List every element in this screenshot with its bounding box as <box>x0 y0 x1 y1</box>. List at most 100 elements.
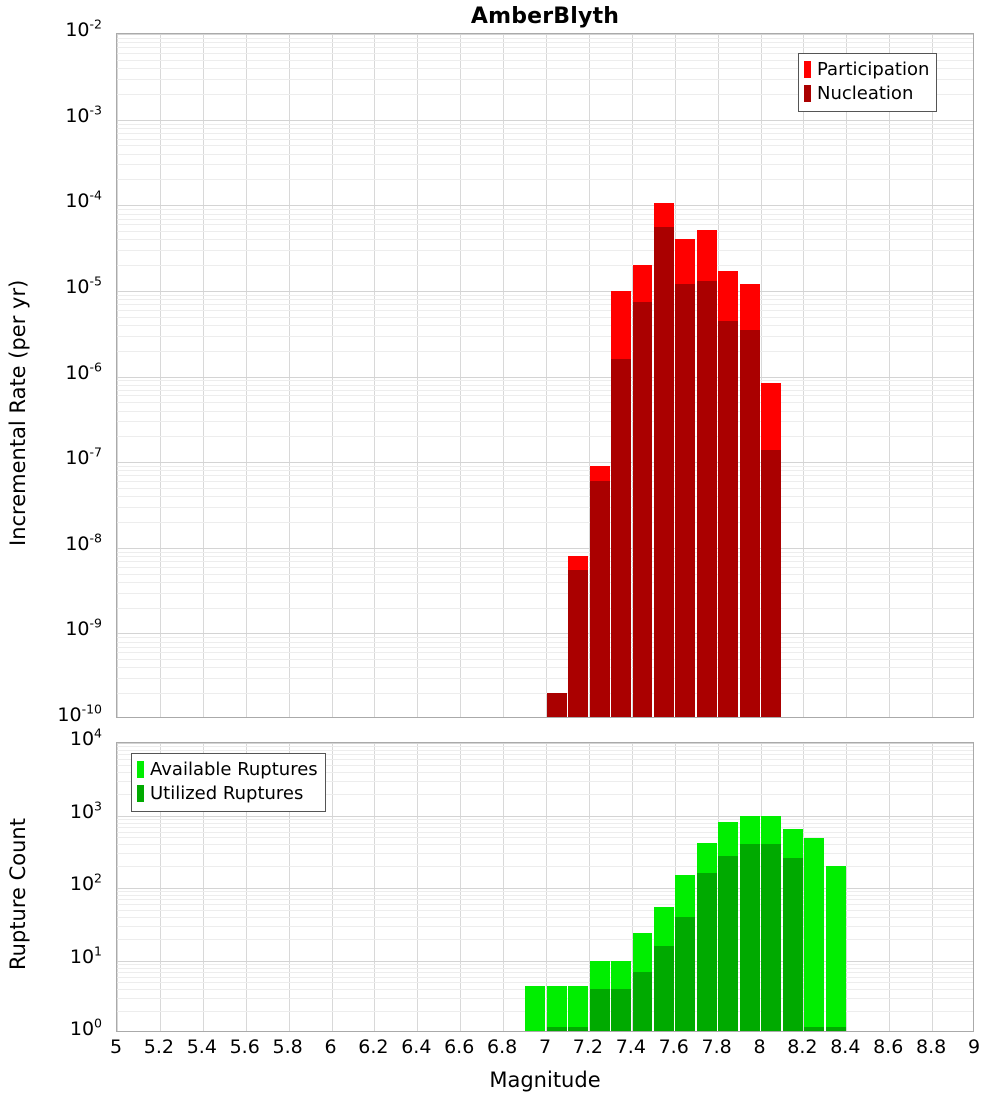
gridline-horizontal-minor <box>117 926 973 927</box>
legend-swatch-icon <box>804 61 811 79</box>
gridline-vertical <box>674 34 676 717</box>
legend-item[interactable]: Participation <box>804 58 929 82</box>
legend-item-label: Utilized Ruptures <box>150 782 304 804</box>
gridline-vertical <box>760 34 762 717</box>
gridline-horizontal-minor <box>117 124 973 125</box>
gridline-horizontal-minor <box>117 678 973 679</box>
gridline-horizontal-minor <box>117 507 973 508</box>
gridline-vertical <box>117 34 118 717</box>
gridline-horizontal-minor <box>117 295 973 296</box>
gridline-horizontal-minor <box>117 552 973 553</box>
gridline-vertical <box>889 34 891 717</box>
x-axis-tick-label: 5.8 <box>272 1036 303 1058</box>
legend-top[interactable]: Participation Nucleation <box>798 53 938 112</box>
gridline-horizontal-minor <box>117 853 973 854</box>
y-axis-tick-label: 10-7 <box>65 444 102 470</box>
gridline-horizontal-minor <box>117 904 973 905</box>
gridline-horizontal-minor <box>117 832 973 833</box>
gridline-vertical <box>846 34 848 717</box>
x-axis-tick-label: 6 <box>324 1036 337 1058</box>
gridline-horizontal-minor <box>117 866 973 867</box>
incremental-rate-plot[interactable] <box>116 33 974 718</box>
gridline-horizontal-minor <box>117 304 973 305</box>
gridline-horizontal-minor <box>117 421 973 422</box>
gridline-horizontal-minor <box>117 772 973 773</box>
legend-swatch-icon <box>137 761 144 779</box>
x-axis-tick-label: 8.4 <box>830 1036 861 1058</box>
y-axis-tick-label: 10-5 <box>65 273 102 298</box>
gridline-horizontal-minor <box>117 133 973 134</box>
gridline-horizontal-minor <box>117 998 973 999</box>
gridline-horizontal-minor <box>117 964 973 965</box>
gridline-vertical <box>202 34 204 717</box>
gridline-horizontal-minor <box>117 179 973 180</box>
x-axis-title: Magnitude <box>489 1068 601 1092</box>
legend-item[interactable]: Available Ruptures <box>137 758 318 782</box>
gridline-vertical <box>460 34 462 717</box>
y-axis-tick-label: 100 <box>69 1015 102 1040</box>
gridline-vertical <box>331 34 333 717</box>
gridline-vertical <box>117 743 118 1031</box>
gridline-horizontal-minor <box>117 837 973 838</box>
gridline-horizontal-major <box>117 205 973 206</box>
gridline-vertical <box>245 743 247 1031</box>
gridline-horizontal-minor <box>117 939 973 940</box>
x-axis-tick-label: 6.8 <box>486 1036 518 1058</box>
gridline-vertical <box>588 743 590 1031</box>
y-axis-tick-label: 102 <box>69 870 102 895</box>
y-axis-tick-label: 103 <box>69 798 102 823</box>
gridline-horizontal-minor <box>117 68 973 69</box>
gridline-vertical <box>546 743 547 1031</box>
legend-item[interactable]: Nucleation <box>804 82 929 106</box>
x-axis-tick-label: 5 <box>109 1036 123 1058</box>
gridline-horizontal-minor <box>117 891 973 892</box>
gridline-horizontal-minor <box>117 642 973 643</box>
x-axis-tick-label: 5.6 <box>229 1036 260 1058</box>
gridline-horizontal-minor <box>117 265 973 266</box>
legend-swatch-icon <box>137 785 144 803</box>
gridline-vertical <box>932 743 934 1031</box>
x-axis-tick-label: 6.2 <box>358 1036 389 1058</box>
gridline-horizontal-minor <box>117 823 973 824</box>
gridline-horizontal-major <box>117 816 973 817</box>
gridline-horizontal-minor <box>117 754 973 755</box>
gridline-vertical <box>889 743 891 1031</box>
gridline-horizontal-minor <box>117 60 973 61</box>
x-axis-tick-label: 7.4 <box>615 1036 646 1058</box>
gridline-horizontal-minor <box>117 385 973 386</box>
gridline-horizontal-major <box>117 633 973 634</box>
gridline-horizontal-minor <box>117 667 973 668</box>
legend-bottom[interactable]: Available Ruptures Utilized Ruptures <box>131 753 326 812</box>
x-axis-tick-label: 7 <box>538 1036 552 1058</box>
gridline-horizontal-minor <box>117 351 973 352</box>
gridline-vertical <box>588 34 590 717</box>
x-axis-tick-label: 8 <box>753 1036 766 1058</box>
x-axis-tick-label: 9 <box>967 1036 981 1058</box>
gridline-vertical <box>674 743 676 1031</box>
legend-item[interactable]: Utilized Ruptures <box>137 782 318 806</box>
gridline-vertical <box>159 34 161 717</box>
x-axis-tick-label: 6.4 <box>401 1036 432 1058</box>
gridline-vertical <box>717 743 719 1031</box>
gridline-horizontal-minor <box>117 693 973 694</box>
gridline-horizontal-minor <box>117 488 973 489</box>
gridline-horizontal-minor <box>117 475 973 476</box>
gridline-horizontal-minor <box>117 496 973 497</box>
gridline-horizontal-minor <box>117 299 973 300</box>
gridline-horizontal-minor <box>117 395 973 396</box>
gridline-horizontal-minor <box>117 209 973 210</box>
gridline-horizontal-minor <box>117 750 973 751</box>
x-axis-tick-label: 8.2 <box>787 1036 818 1058</box>
gridline-horizontal-minor <box>117 79 973 80</box>
page-title: AmberBlyth <box>470 4 620 29</box>
gridline-horizontal-minor <box>117 977 973 978</box>
y-axis-tick-label: 10-10 <box>57 701 102 726</box>
gridline-horizontal-minor <box>117 402 973 403</box>
y-axis-tick-label: 10-3 <box>65 102 102 127</box>
y-axis-tick-label: 10-9 <box>65 616 102 641</box>
gridline-vertical <box>803 34 805 717</box>
y-axis-tick-label: 10-2 <box>65 16 102 41</box>
gridline-horizontal-minor <box>117 145 973 146</box>
gridline-horizontal-minor <box>117 989 973 990</box>
